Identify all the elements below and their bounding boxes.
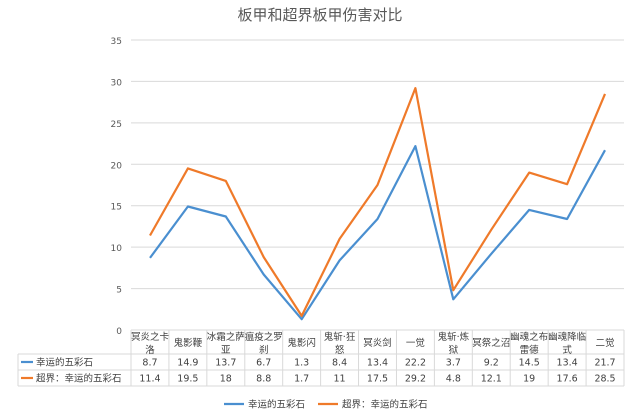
category-label: 鬼斩·炼 — [438, 331, 470, 343]
y-tick-label: 0 — [116, 327, 122, 337]
gridlines — [131, 39, 624, 290]
data-value: 14.5 — [519, 358, 540, 369]
y-tick-label: 30 — [111, 78, 123, 88]
data-value: 9.2 — [484, 358, 499, 369]
data-value: 22.2 — [405, 358, 426, 369]
category-label: 式 — [562, 344, 572, 356]
data-value: 11 — [334, 374, 346, 385]
y-tick-label: 20 — [111, 161, 123, 171]
data-value: 19.5 — [177, 374, 198, 385]
legend: 幸运的五彩石 超界：幸运的五彩石 — [224, 399, 428, 411]
category-label: 二觉 — [596, 338, 615, 349]
data-value: 8.4 — [332, 358, 347, 369]
data-value: 14.9 — [177, 358, 198, 369]
data-value: 8.8 — [256, 374, 271, 385]
series-line-1 — [149, 145, 606, 321]
category-label: 怒 — [335, 344, 345, 356]
data-value: 29.2 — [405, 374, 426, 385]
data-value: 18 — [220, 374, 232, 385]
data-value: 13.7 — [215, 358, 236, 369]
data-value: 12.1 — [481, 374, 502, 385]
category-label: 刹 — [259, 345, 269, 356]
legend-label: 幸运的五彩石 — [248, 399, 305, 411]
category-label: 幽魂之布 — [510, 331, 548, 343]
category-label: 瘟疫之罗 — [245, 331, 283, 343]
data-value: 6.7 — [256, 358, 271, 369]
y-tick-label: 5 — [116, 286, 122, 296]
table-series-name: 幸运的五彩石 — [36, 357, 93, 369]
data-value: 1.7 — [294, 374, 309, 385]
category-label: 狱 — [449, 345, 459, 356]
category-label: 雷德 — [520, 344, 540, 356]
table-series-name: 超界：幸运的五彩石 — [36, 373, 122, 385]
category-label: 冥炎之卡 — [131, 331, 170, 343]
category-label: 鬼斩·狂 — [324, 331, 356, 343]
data-value: 8.7 — [142, 358, 157, 369]
category-label: 鬼影闪 — [287, 337, 316, 349]
category-label: 一觉 — [406, 338, 425, 349]
y-axis: 0 5 10 15 20 25 30 35 — [111, 37, 123, 337]
category-label: 亚 — [221, 345, 231, 356]
legend-label: 超界：幸运的五彩石 — [342, 399, 428, 411]
chart-title: 板甲和超界板甲伤害对比 — [237, 6, 402, 24]
y-tick-label: 10 — [111, 244, 123, 254]
y-tick-label: 25 — [111, 120, 122, 130]
data-value: 17.5 — [367, 374, 388, 385]
category-label: 冥炎剑 — [363, 337, 392, 349]
category-label: 幽魂降临 — [548, 331, 587, 343]
data-value: 4.8 — [446, 374, 461, 385]
data-value: 3.7 — [446, 358, 461, 369]
data-value: 1.3 — [294, 358, 309, 369]
category-label: 冥祭之沼 — [472, 337, 510, 349]
data-value: 19 — [523, 374, 535, 385]
data-value: 13.4 — [367, 358, 388, 369]
y-tick-label: 35 — [111, 37, 122, 47]
series-line-2 — [149, 86, 607, 317]
y-tick-label: 15 — [111, 203, 122, 213]
category-label: 冰霜之萨 — [207, 331, 246, 343]
series-lines — [149, 86, 607, 321]
data-value: 13.4 — [557, 358, 578, 369]
category-label: 洛 — [145, 344, 155, 356]
category-label: 鬼影鞭 — [174, 337, 203, 349]
data-value: 11.4 — [139, 374, 160, 385]
data-value: 21.7 — [594, 358, 615, 369]
data-value: 28.5 — [594, 374, 615, 385]
data-value: 17.6 — [557, 374, 578, 385]
